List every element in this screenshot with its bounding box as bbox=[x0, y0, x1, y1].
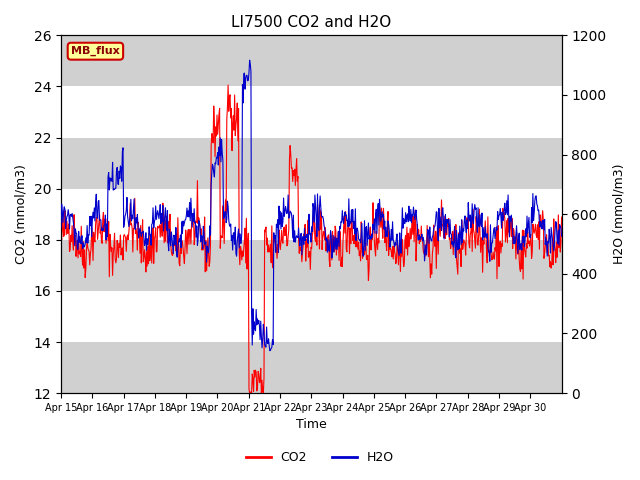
Bar bbox=[61, 138, 561, 189]
Y-axis label: CO2 (mmol/m3): CO2 (mmol/m3) bbox=[15, 164, 28, 264]
Bar bbox=[61, 36, 561, 86]
X-axis label: Time: Time bbox=[296, 419, 326, 432]
Bar bbox=[61, 240, 561, 291]
Text: MB_flux: MB_flux bbox=[71, 46, 120, 56]
Legend: CO2, H2O: CO2, H2O bbox=[241, 446, 399, 469]
Y-axis label: H2O (mmol/m3): H2O (mmol/m3) bbox=[612, 164, 625, 264]
Title: LI7500 CO2 and H2O: LI7500 CO2 and H2O bbox=[231, 15, 392, 30]
Bar bbox=[61, 342, 561, 393]
